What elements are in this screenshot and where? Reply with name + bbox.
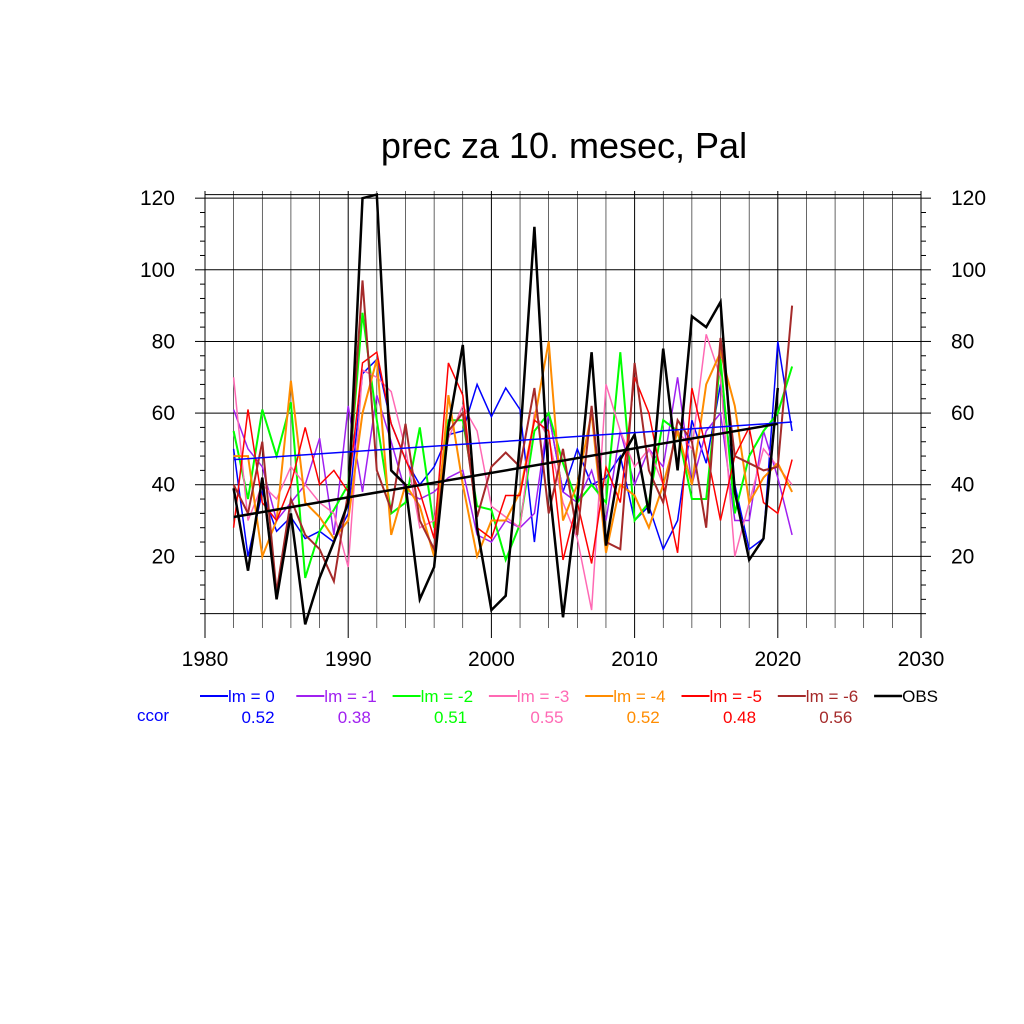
legend-label-lm-3: lm = -3 [517, 687, 569, 706]
ccor-value-lm-4: 0.52 [627, 708, 660, 727]
trend-lines [233, 421, 793, 519]
x-tick-label: 2000 [468, 648, 515, 671]
series-line-obs [232, 193, 780, 625]
ccor-value-lm-6: 0.56 [819, 708, 852, 727]
x-tick-label: 1990 [325, 648, 372, 671]
y-tick-label-left: 120 [140, 187, 175, 210]
legend-label-lm-0: lm = 0 [228, 687, 275, 706]
y-tick-label-left: 100 [140, 259, 175, 282]
x-tick-label: 2010 [611, 648, 658, 671]
y-tick-label-right: 120 [951, 187, 986, 210]
chart-title: prec za 10. mesec, Pal [381, 125, 747, 166]
ccor-value-lm-3: 0.55 [530, 708, 563, 727]
x-tick-label: 1980 [182, 648, 229, 671]
series-line-lm-6 [232, 280, 794, 593]
y-tick-label-left: 80 [152, 330, 175, 353]
y-tick-label-right: 20 [951, 545, 974, 568]
ccor-value-lm-2: 0.51 [434, 708, 467, 727]
trend-line-obs [233, 422, 779, 519]
y-tick-label-right: 100 [951, 259, 986, 282]
y-tick-label-left: 20 [152, 545, 175, 568]
x-tick-label: 2020 [754, 648, 801, 671]
grid [204, 191, 922, 628]
series-line-lm-0 [232, 341, 793, 557]
legend-label-lm-6: lm = -6 [806, 687, 858, 706]
series-line-lm-5 [232, 350, 793, 564]
ccor-value-lm-5: 0.48 [723, 708, 756, 727]
y-tick-label-right: 40 [951, 474, 974, 497]
y-tick-label-right: 80 [951, 330, 974, 353]
y-tick-label-right: 60 [951, 402, 974, 425]
ccor-value-lm-1: 0.38 [338, 708, 371, 727]
series-line-lm-2 [232, 312, 794, 579]
trend-line-lm-0 [233, 421, 793, 461]
legend-label-lm-5: lm = -5 [710, 687, 762, 706]
ccor-label: ccor [137, 706, 169, 725]
y-tick-label-left: 40 [152, 474, 175, 497]
legend: lm = 0 0.52 lm = -1 0.38 lm = -2 0.51 lm = -3 0… [137, 687, 938, 727]
ccor-value-lm-0: 0.52 [241, 708, 274, 727]
legend-label-obs: OBS [902, 687, 938, 706]
series-lines [232, 193, 794, 625]
legend-label-lm-4: lm = -4 [613, 687, 665, 706]
legend-label-lm-1: lm = -1 [324, 687, 376, 706]
y-tick-label-left: 60 [152, 402, 175, 425]
legend-label-lm-2: lm = -2 [421, 687, 473, 706]
x-tick-label: 2030 [898, 648, 945, 671]
